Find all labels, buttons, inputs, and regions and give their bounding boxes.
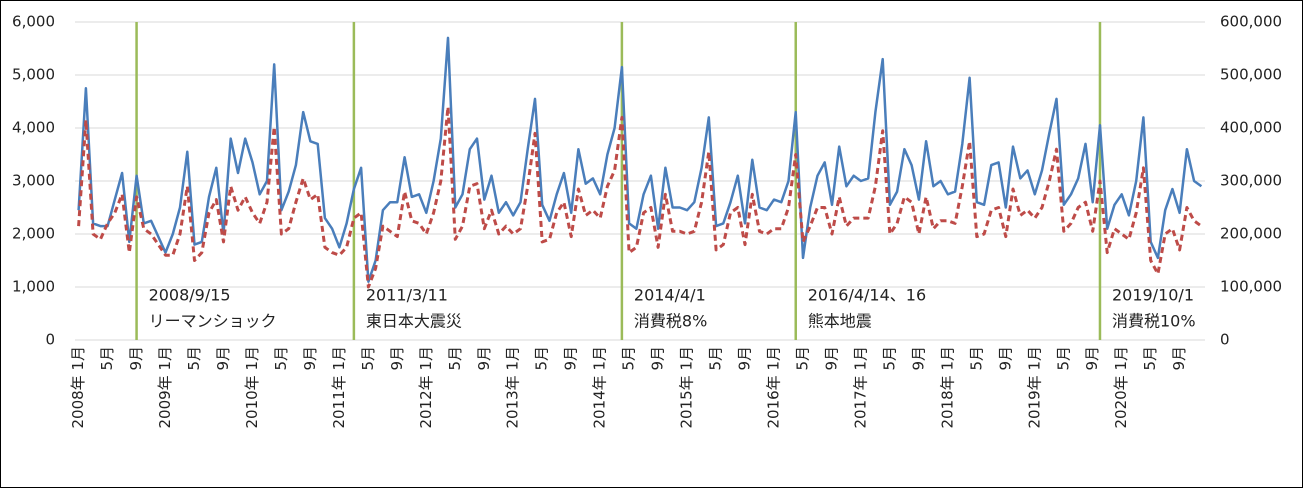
- annotation-label: 消費税8%: [634, 312, 707, 331]
- x-tick-label: 5月: [185, 346, 203, 371]
- x-tick-label: 9月: [1083, 346, 1101, 371]
- x-tick-label: 5月: [707, 346, 725, 371]
- x-tick-label: 2014年 1月: [591, 346, 609, 429]
- series-line: [77, 36, 1203, 283]
- y-tick-label: 5,000: [12, 66, 55, 84]
- annotation-label: 熊本地震: [808, 312, 872, 331]
- x-tick-label: 9月: [909, 346, 927, 371]
- y-tick-label: 600,000: [1220, 13, 1282, 31]
- y-tick-label: 4,000: [12, 119, 55, 137]
- x-tick-label: 9月: [736, 346, 754, 371]
- y-tick-label: 400,000: [1220, 119, 1282, 137]
- x-tick-label: 5月: [620, 346, 638, 371]
- y-tick-label: 300,000: [1220, 172, 1282, 190]
- x-tick-label: 9月: [996, 346, 1014, 371]
- x-tick-label: 9月: [388, 346, 406, 371]
- y-tick-label: 0: [1220, 331, 1230, 349]
- y-tick-label: 1,000: [12, 278, 55, 296]
- x-tick-label: 2019年 1月: [1025, 346, 1043, 429]
- x-tick-label: 2010年 1月: [243, 346, 261, 429]
- x-tick-label: 5月: [793, 346, 811, 371]
- x-tick-label: 2017年 1月: [851, 346, 869, 429]
- y-tick-label: 2,000: [12, 225, 55, 243]
- x-tick-label: 2018年 1月: [938, 346, 956, 429]
- annotation-label: 東日本大震災: [366, 312, 462, 331]
- y-tick-label: 6,000: [12, 13, 55, 31]
- x-tick-label: 2020年 1月: [1112, 346, 1130, 429]
- x-tick-label: 5月: [880, 346, 898, 371]
- x-tick-label: 5月: [533, 346, 551, 371]
- annotation-date: 2014/4/1: [634, 286, 706, 305]
- x-tick-label: 5月: [98, 346, 116, 371]
- x-tick-label: 5月: [446, 346, 464, 371]
- x-tick-label: 2013年 1月: [504, 346, 522, 429]
- annotation-label: リーマンショック: [149, 312, 277, 331]
- x-tick-label: 9月: [1170, 346, 1188, 371]
- annotation-date: 2019/10/1: [1112, 286, 1194, 305]
- annotation-date: 2008/9/15: [149, 286, 231, 305]
- x-tick-label: 9月: [475, 346, 493, 371]
- y-tick-label: 500,000: [1220, 66, 1282, 84]
- annotation-date: 2016/4/14、16: [808, 286, 926, 305]
- x-tick-label: 2012年 1月: [417, 346, 435, 429]
- x-tick-label: 5月: [359, 346, 377, 371]
- x-tick-label: 9月: [301, 346, 319, 371]
- x-tick-label: 5月: [967, 346, 985, 371]
- y-tick-label: 100,000: [1220, 278, 1282, 296]
- x-tick-label: 9月: [127, 346, 145, 371]
- x-tick-label: 9月: [562, 346, 580, 371]
- x-tick-label: 2011年 1月: [330, 346, 348, 429]
- series-line: [77, 105, 1203, 289]
- x-tick-label: 9月: [649, 346, 667, 371]
- x-tick-label: 9月: [822, 346, 840, 371]
- x-tick-label: 5月: [1141, 346, 1159, 371]
- y-tick-label: 0: [45, 331, 55, 349]
- y-tick-label: 200,000: [1220, 225, 1282, 243]
- x-tick-label: 5月: [272, 346, 290, 371]
- x-tick-label: 2016年 1月: [765, 346, 783, 429]
- annotation-label: 消費税10%: [1112, 312, 1196, 331]
- y-tick-label: 3,000: [12, 172, 55, 190]
- x-tick-label: 5月: [1054, 346, 1072, 371]
- x-tick-label: 2008年 1月: [69, 346, 87, 429]
- x-tick-label: 9月: [214, 346, 232, 371]
- x-tick-label: 2015年 1月: [678, 346, 696, 429]
- annotation-date: 2011/3/11: [366, 286, 448, 305]
- x-tick-label: 2009年 1月: [156, 346, 174, 429]
